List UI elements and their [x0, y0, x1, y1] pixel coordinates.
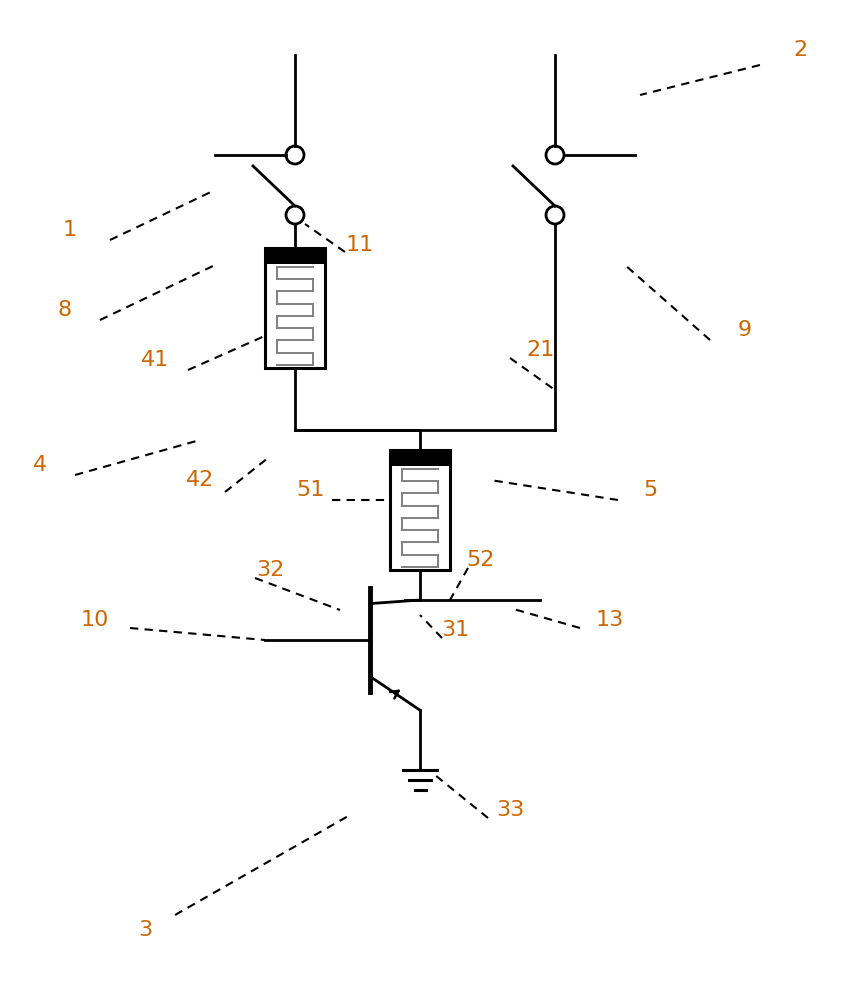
Text: 21: 21: [526, 340, 554, 360]
Text: 10: 10: [81, 610, 109, 630]
Text: 3: 3: [138, 920, 152, 940]
Text: 32: 32: [256, 560, 284, 580]
Text: 1: 1: [63, 220, 77, 240]
Text: 2: 2: [793, 40, 807, 60]
Text: 41: 41: [140, 350, 169, 370]
Text: 42: 42: [186, 470, 214, 490]
Bar: [390, 450, 450, 466]
Bar: [265, 248, 325, 264]
Text: 33: 33: [496, 800, 525, 820]
Bar: [265, 248, 325, 368]
Text: 8: 8: [58, 300, 72, 320]
Text: 51: 51: [296, 480, 324, 500]
Text: 13: 13: [596, 610, 624, 630]
Text: 4: 4: [33, 455, 47, 475]
Text: 11: 11: [346, 235, 375, 255]
Text: 52: 52: [466, 550, 494, 570]
Text: 5: 5: [642, 480, 657, 500]
Bar: [390, 450, 450, 570]
Text: 9: 9: [738, 320, 752, 340]
Text: 31: 31: [441, 620, 469, 640]
